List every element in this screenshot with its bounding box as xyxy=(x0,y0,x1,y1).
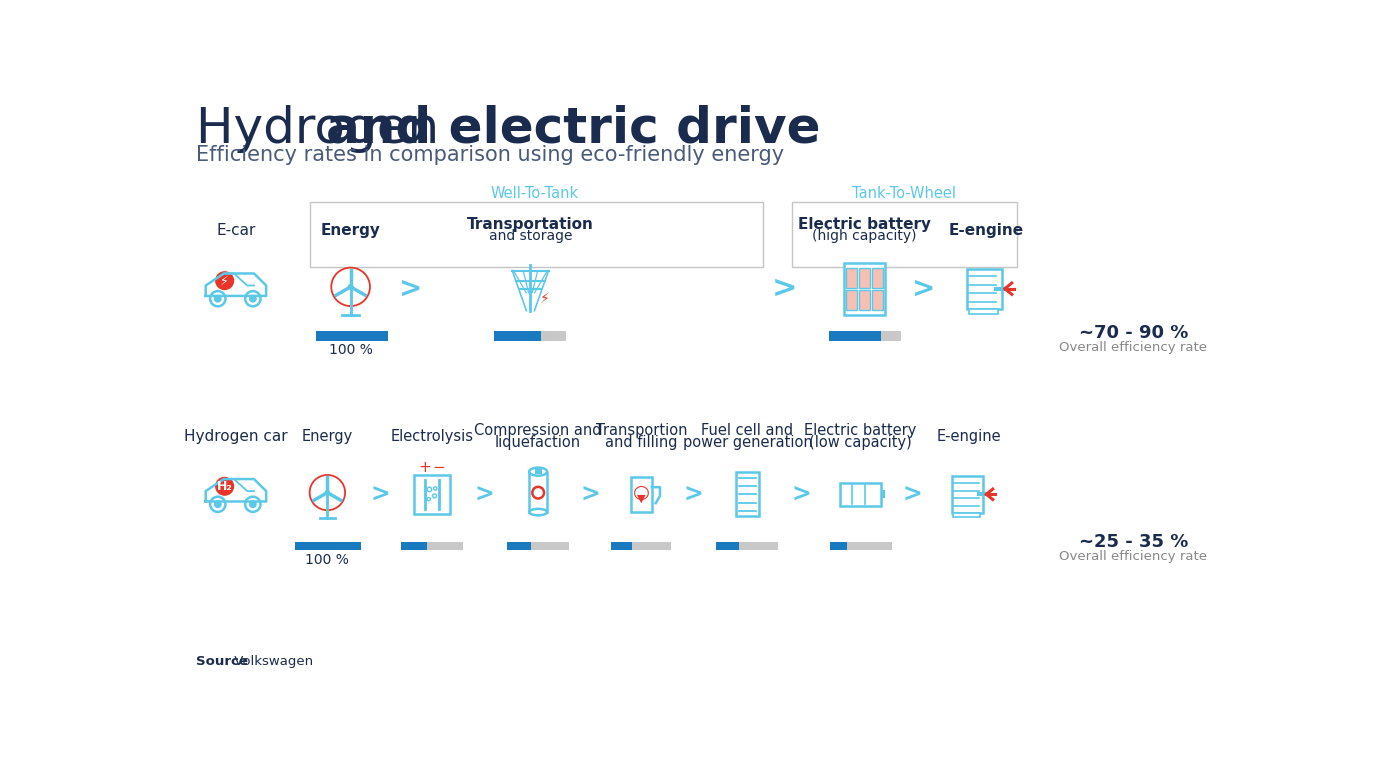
Circle shape xyxy=(215,296,221,302)
Bar xyxy=(829,331,881,341)
Bar xyxy=(829,331,900,341)
Text: ▼: ▼ xyxy=(637,494,645,503)
Bar xyxy=(717,542,739,550)
Bar xyxy=(494,331,565,341)
Text: Overall efficiency rate: Overall efficiency rate xyxy=(1059,550,1208,563)
Text: Efficiency rates in comparison using eco-friendly energy: Efficiency rates in comparison using eco… xyxy=(196,145,783,165)
Bar xyxy=(830,542,892,550)
Text: >: > xyxy=(581,483,601,506)
Text: >: > xyxy=(400,275,423,303)
Bar xyxy=(316,331,387,341)
Circle shape xyxy=(250,501,256,508)
Text: ⚡: ⚡ xyxy=(221,274,229,287)
Text: (low capacity): (low capacity) xyxy=(809,435,912,450)
Text: Energy: Energy xyxy=(321,223,381,237)
Text: Volkswagen: Volkswagen xyxy=(230,655,313,668)
Bar xyxy=(309,202,763,267)
Circle shape xyxy=(325,490,330,494)
Text: liquefaction: liquefaction xyxy=(495,435,581,450)
Bar xyxy=(736,473,758,516)
Bar xyxy=(295,542,361,550)
Text: >: > xyxy=(772,274,797,303)
Text: Transportation: Transportation xyxy=(467,217,594,231)
Text: >: > xyxy=(683,483,703,506)
Bar xyxy=(401,542,463,550)
Circle shape xyxy=(215,272,233,289)
Bar xyxy=(859,290,870,310)
Bar xyxy=(611,542,632,550)
Circle shape xyxy=(349,285,353,289)
Text: ~70 - 90 %: ~70 - 90 % xyxy=(1078,324,1189,341)
Bar xyxy=(859,268,870,288)
Bar xyxy=(414,475,450,514)
Bar xyxy=(952,476,983,513)
Text: Energy: Energy xyxy=(302,429,353,444)
Text: and storage: and storage xyxy=(488,230,572,244)
Text: 100 %: 100 % xyxy=(305,553,349,566)
Text: ⚡: ⚡ xyxy=(539,292,549,306)
Bar xyxy=(953,513,980,518)
Text: Electrolysis: Electrolysis xyxy=(390,429,473,444)
Text: >: > xyxy=(474,483,495,506)
Bar xyxy=(840,483,881,506)
Bar xyxy=(507,542,570,550)
Bar xyxy=(830,542,847,550)
Bar xyxy=(845,290,858,310)
Bar xyxy=(401,542,427,550)
Text: >: > xyxy=(792,483,812,506)
Bar xyxy=(717,542,778,550)
Text: and filling: and filling xyxy=(605,435,677,450)
Text: 100 %: 100 % xyxy=(328,342,372,356)
Ellipse shape xyxy=(530,468,547,476)
Bar xyxy=(967,268,1001,309)
Text: +: + xyxy=(418,460,432,475)
Text: −: − xyxy=(433,460,445,475)
Text: Source: Source xyxy=(196,655,247,668)
Bar xyxy=(535,469,541,473)
Text: Well-To-Tank: Well-To-Tank xyxy=(491,186,579,202)
Bar xyxy=(494,331,541,341)
Bar xyxy=(611,542,672,550)
Text: ○: ○ xyxy=(633,483,650,502)
Circle shape xyxy=(215,477,233,495)
Bar xyxy=(844,262,884,315)
Text: >: > xyxy=(903,483,923,506)
Bar xyxy=(872,290,883,310)
Bar xyxy=(507,542,531,550)
Text: H₂: H₂ xyxy=(217,480,233,493)
Bar xyxy=(630,476,652,512)
Text: ~25 - 35 %: ~25 - 35 % xyxy=(1078,533,1189,551)
Text: E-engine: E-engine xyxy=(949,223,1023,237)
Text: power generation: power generation xyxy=(683,435,812,450)
Text: >: > xyxy=(370,483,390,506)
Text: E-engine: E-engine xyxy=(936,429,1001,444)
Circle shape xyxy=(250,296,256,302)
Text: Fuel cell and: Fuel cell and xyxy=(702,423,793,438)
Bar xyxy=(881,490,885,498)
Bar xyxy=(316,331,387,341)
Bar xyxy=(530,473,547,512)
Text: E-car: E-car xyxy=(217,223,255,237)
Text: Hydrogen car: Hydrogen car xyxy=(185,429,288,444)
Text: Tank-To-Wheel: Tank-To-Wheel xyxy=(852,186,956,202)
Circle shape xyxy=(215,501,221,508)
Text: >: > xyxy=(913,275,936,303)
Text: Electric battery: Electric battery xyxy=(798,217,931,231)
Bar xyxy=(845,268,858,288)
Bar xyxy=(793,202,1018,267)
Ellipse shape xyxy=(530,509,547,515)
Text: Hydrogen: Hydrogen xyxy=(196,105,455,153)
Bar xyxy=(295,542,361,550)
Text: and electric drive: and electric drive xyxy=(325,105,821,153)
Text: (high capacity): (high capacity) xyxy=(812,230,917,244)
Text: Electric battery: Electric battery xyxy=(804,423,917,438)
Text: Overall efficiency rate: Overall efficiency rate xyxy=(1059,341,1208,354)
Text: Compression and: Compression and xyxy=(474,423,601,438)
Text: Transportion: Transportion xyxy=(596,423,687,438)
Bar xyxy=(872,268,883,288)
Bar xyxy=(969,309,998,314)
